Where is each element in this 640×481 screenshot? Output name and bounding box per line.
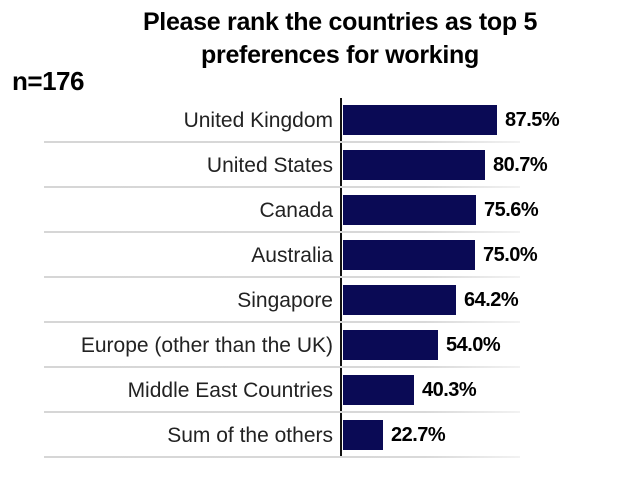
category-label: Middle East Countries xyxy=(127,379,333,402)
value-label: 54.0% xyxy=(446,334,501,356)
category-label: Sum of the others xyxy=(167,424,333,447)
value-label: 64.2% xyxy=(464,289,519,311)
category-label: Singapore xyxy=(237,289,333,312)
category-axis-line xyxy=(340,98,342,458)
value-label: 75.6% xyxy=(484,199,539,221)
value-label: 87.5% xyxy=(505,109,560,131)
bar-europe-other-than-uk xyxy=(343,330,438,360)
value-label: 80.7% xyxy=(493,154,548,176)
bar-australia xyxy=(343,240,475,270)
chart-title-line1: Please rank the countries as top 5 xyxy=(142,8,538,36)
value-label: 40.3% xyxy=(422,379,477,401)
chart-row: Australia 75.0% xyxy=(0,233,640,278)
bar-united-kingdom xyxy=(343,105,497,135)
value-label: 75.0% xyxy=(483,244,538,266)
chart-row: Sum of the others 22.7% xyxy=(0,413,640,458)
bar-sum-of-the-others xyxy=(343,420,383,450)
chart-row: Singapore 64.2% xyxy=(0,278,640,323)
chart-row: Europe (other than the UK) 54.0% xyxy=(0,323,640,368)
row-separator-line xyxy=(44,141,520,143)
sample-size-label: n=176 xyxy=(12,66,84,96)
row-separator-line xyxy=(44,321,520,323)
chart-title: Please rank the countries as top 5 prefe… xyxy=(40,6,640,72)
chart-row: United States 80.7% xyxy=(0,143,640,188)
row-separator-line xyxy=(44,456,520,458)
row-separator-line xyxy=(44,231,520,233)
row-separator-line xyxy=(44,186,520,188)
category-label: Australia xyxy=(251,244,333,267)
bar-chart: United Kingdom 87.5% United States 80.7%… xyxy=(0,98,640,458)
chart-title-line2: preferences for working xyxy=(201,41,479,69)
chart-row: United Kingdom 87.5% xyxy=(0,98,640,143)
category-label: United States xyxy=(206,154,333,177)
row-separator-line xyxy=(44,411,520,413)
bar-united-states xyxy=(343,150,485,180)
row-separator-line xyxy=(44,366,520,368)
chart-row: Canada 75.6% xyxy=(0,188,640,233)
bar-canada xyxy=(343,195,476,225)
category-label: United Kingdom xyxy=(183,109,333,132)
category-label: Canada xyxy=(259,199,333,222)
chart-row: Middle East Countries 40.3% xyxy=(0,368,640,413)
bar-middle-east-countries xyxy=(343,375,414,405)
bar-singapore xyxy=(343,285,456,315)
value-label: 22.7% xyxy=(391,424,446,446)
row-separator-line xyxy=(44,276,520,278)
category-label: Europe (other than the UK) xyxy=(80,334,333,357)
